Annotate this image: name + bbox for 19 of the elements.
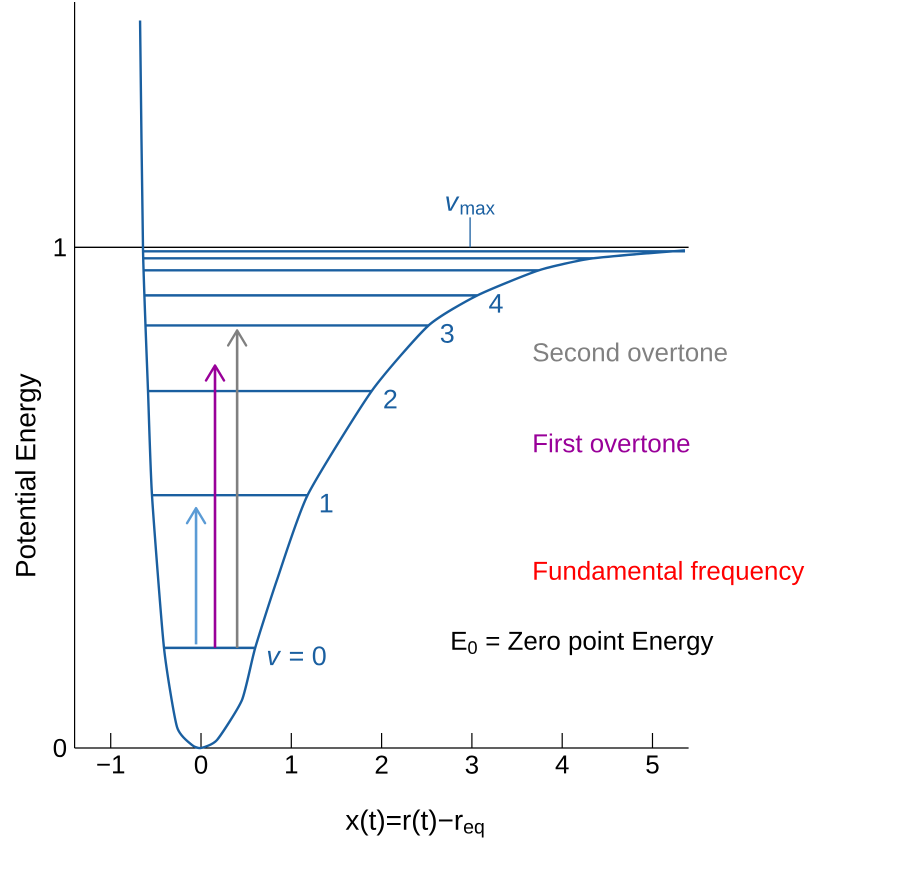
annotation: v = 0: [268, 646, 326, 666]
annotation: E$_{0}$ = Zero point Energy: [452, 630, 714, 656]
x-tick-label: 2: [376, 756, 388, 774]
x-tick-label: 4: [556, 756, 569, 774]
annotation: First overtone: [534, 433, 690, 453]
annotation: v$_{max}$: [446, 196, 495, 215]
annotation: 4: [489, 294, 503, 313]
x-tick-label: −1: [97, 756, 124, 774]
x-tick-label: 1: [286, 756, 298, 774]
x-axis-title: x(t)=r(t)−r$_{eq}$: [346, 810, 484, 838]
annotation: 3: [440, 324, 454, 343]
annotation: 1: [320, 494, 332, 512]
annotation: Second overtone: [533, 342, 727, 362]
x-tick-label: 0: [194, 756, 208, 774]
annotation: 2: [384, 390, 396, 408]
y-axis-title: Potential Energy: [15, 373, 42, 576]
annotation: Fundamental frequency: [534, 560, 804, 586]
x-tick-label: 3: [466, 756, 478, 774]
x-tick-label: 5: [646, 756, 659, 774]
